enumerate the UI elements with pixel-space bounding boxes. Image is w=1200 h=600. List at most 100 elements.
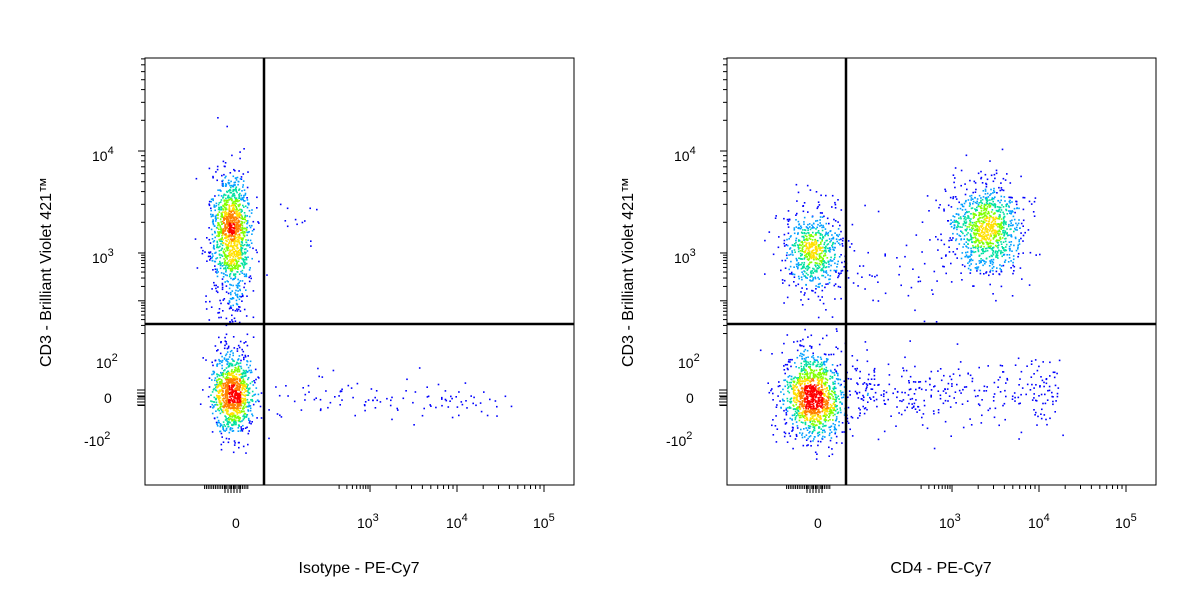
event-point — [808, 258, 810, 260]
event-point — [803, 216, 806, 219]
event-point — [952, 221, 954, 223]
event-point — [969, 259, 971, 261]
event-point — [235, 373, 238, 376]
event-point — [200, 246, 203, 249]
event-point — [248, 276, 250, 279]
event-point — [226, 385, 229, 388]
event-point — [1008, 223, 1010, 226]
event-point — [791, 251, 794, 254]
event-point — [986, 178, 989, 181]
event-point — [803, 239, 806, 241]
event-point — [790, 273, 793, 275]
event-point — [227, 181, 229, 184]
event-point — [243, 234, 246, 237]
event-point — [251, 414, 254, 417]
event-point — [1000, 195, 1003, 198]
event-point — [816, 253, 818, 256]
event-point — [230, 277, 232, 280]
event-point — [914, 408, 917, 410]
event-point — [834, 427, 836, 429]
event-point — [234, 224, 236, 227]
event-point — [839, 243, 841, 246]
event-point — [225, 269, 227, 272]
event-point — [803, 245, 806, 247]
event-point — [945, 254, 947, 256]
event-point — [228, 204, 230, 206]
event-point — [987, 246, 990, 249]
event-point — [814, 359, 817, 362]
event-point — [874, 275, 876, 278]
event-point — [829, 247, 831, 249]
event-point — [824, 371, 827, 373]
event-point — [995, 235, 997, 237]
event-point — [1002, 222, 1004, 224]
event-point — [234, 196, 236, 199]
event-point — [804, 369, 806, 371]
event-point — [921, 416, 923, 419]
event-point — [243, 407, 245, 410]
event-point — [225, 343, 228, 345]
event-point — [816, 207, 819, 210]
event-point — [234, 231, 236, 234]
event-point — [252, 336, 255, 338]
event-point — [801, 242, 804, 244]
event-point — [225, 371, 228, 374]
event-point — [245, 262, 248, 265]
event-point — [1011, 210, 1014, 212]
event-point — [866, 386, 868, 388]
event-point — [228, 307, 231, 310]
event-point — [865, 387, 868, 390]
event-point — [1028, 200, 1031, 203]
event-point — [792, 447, 794, 450]
event-point — [243, 394, 245, 397]
event-point — [1013, 265, 1016, 268]
event-point — [783, 242, 785, 245]
event-point — [230, 254, 233, 257]
event-point — [237, 249, 240, 252]
event-point — [219, 226, 222, 228]
event-point — [812, 426, 814, 428]
event-point — [809, 365, 811, 368]
event-point — [798, 372, 801, 375]
event-point — [785, 244, 788, 246]
event-point — [989, 194, 991, 196]
event-point — [248, 422, 251, 424]
event-point — [999, 364, 1002, 367]
event-point — [220, 341, 222, 344]
event-point — [230, 232, 233, 235]
event-point — [237, 200, 239, 203]
event-point — [802, 210, 805, 213]
event-point — [817, 440, 820, 443]
event-point — [781, 351, 783, 354]
event-point — [427, 395, 430, 398]
event-point — [823, 241, 826, 244]
event-point — [1053, 371, 1056, 374]
event-point — [220, 443, 223, 446]
event-point — [958, 243, 961, 245]
event-point — [876, 274, 878, 277]
event-point — [957, 368, 960, 370]
event-point — [235, 299, 238, 302]
event-point — [241, 430, 244, 432]
event-point — [842, 237, 844, 240]
event-point — [980, 177, 982, 180]
event-point — [232, 407, 235, 409]
event-point — [805, 360, 808, 363]
event-point — [786, 384, 789, 386]
event-point — [213, 260, 216, 263]
event-point — [905, 244, 908, 247]
event-point — [238, 395, 241, 398]
event-point — [243, 194, 245, 197]
event-point — [213, 417, 216, 419]
event-point — [237, 223, 239, 226]
event-point — [796, 427, 799, 429]
event-point — [1021, 278, 1023, 280]
event-point — [224, 409, 227, 412]
event-point — [997, 234, 1000, 236]
event-point — [784, 385, 786, 388]
event-point — [229, 297, 232, 300]
event-point — [825, 283, 827, 285]
event-point — [814, 238, 817, 241]
event-point — [229, 413, 232, 416]
event-point — [241, 380, 243, 383]
